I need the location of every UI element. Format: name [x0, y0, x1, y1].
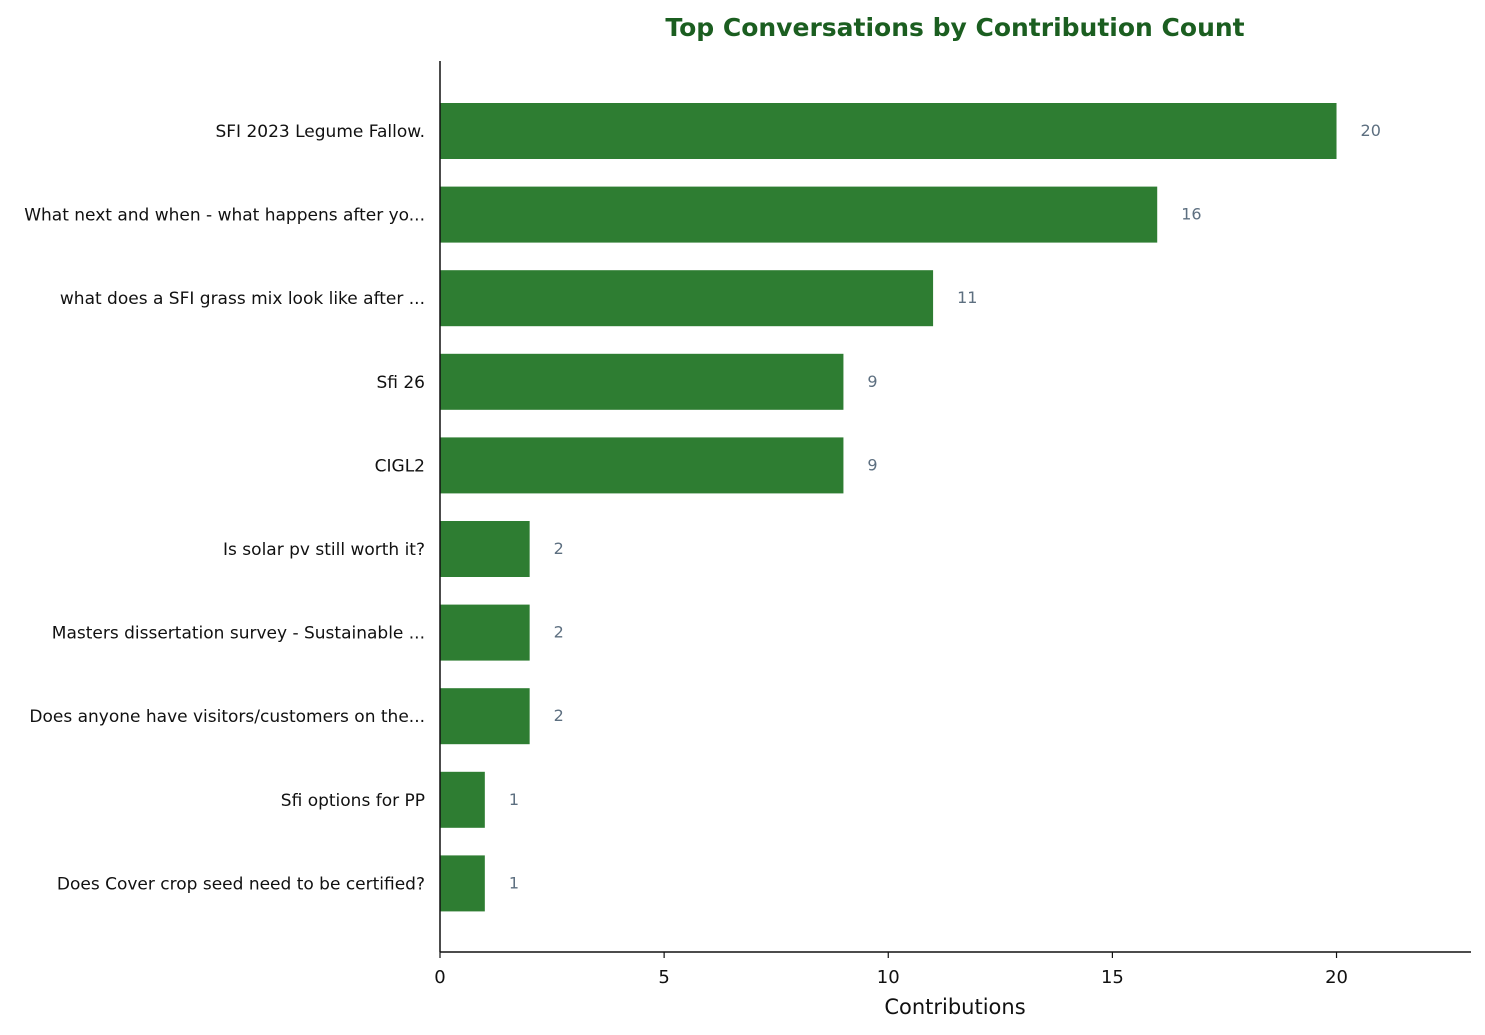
- category-label: Does Cover crop seed need to be certifie…: [57, 874, 425, 894]
- x-tick-label: 10: [877, 967, 900, 988]
- value-label: 1: [509, 873, 519, 892]
- value-label: 20: [1361, 121, 1381, 140]
- category-label: Masters dissertation survey - Sustainabl…: [52, 624, 425, 644]
- category-label: What next and when - what happens after …: [24, 206, 425, 226]
- value-label: 9: [867, 372, 877, 391]
- chart-title: Top Conversations by Contribution Count: [665, 13, 1244, 42]
- category-label: Sfi 26: [376, 373, 425, 393]
- bar: [440, 437, 844, 494]
- category-label: SFI 2023 Legume Fallow.: [215, 122, 425, 142]
- value-label: 11: [957, 288, 977, 307]
- bar: [440, 270, 934, 327]
- value-label: 16: [1181, 205, 1201, 224]
- value-label: 2: [554, 539, 564, 558]
- value-label: 1: [509, 790, 519, 809]
- x-tick-label: 0: [434, 967, 445, 988]
- category-label: Is solar pv still worth it?: [223, 540, 425, 560]
- x-tick-label: 15: [1101, 967, 1124, 988]
- x-axis-ticks: 0 5 10 15 20: [434, 952, 1348, 988]
- x-tick-label: 5: [658, 967, 669, 988]
- value-label: 2: [554, 623, 564, 642]
- bar: [440, 688, 530, 745]
- category-labels: SFI 2023 Legume Fallow. What next and whe…: [24, 122, 425, 894]
- bar: [440, 353, 844, 410]
- bar: [440, 103, 1337, 159]
- bar: [440, 855, 485, 912]
- bar: [440, 186, 1158, 243]
- bars-layer: [440, 103, 1337, 912]
- bar: [440, 771, 485, 828]
- x-tick-label: 20: [1325, 967, 1348, 988]
- category-label: what does a SFI grass mix look like afte…: [60, 289, 425, 309]
- bar: [440, 521, 530, 577]
- category-label: CIGL2: [375, 456, 425, 476]
- bar: [440, 604, 530, 661]
- value-label: 2: [554, 706, 564, 725]
- category-label: Sfi options for PP: [281, 791, 425, 811]
- x-axis-title: Contributions: [884, 995, 1025, 1019]
- value-label: 9: [867, 455, 877, 474]
- category-label: Does anyone have visitors/customers on t…: [29, 707, 425, 727]
